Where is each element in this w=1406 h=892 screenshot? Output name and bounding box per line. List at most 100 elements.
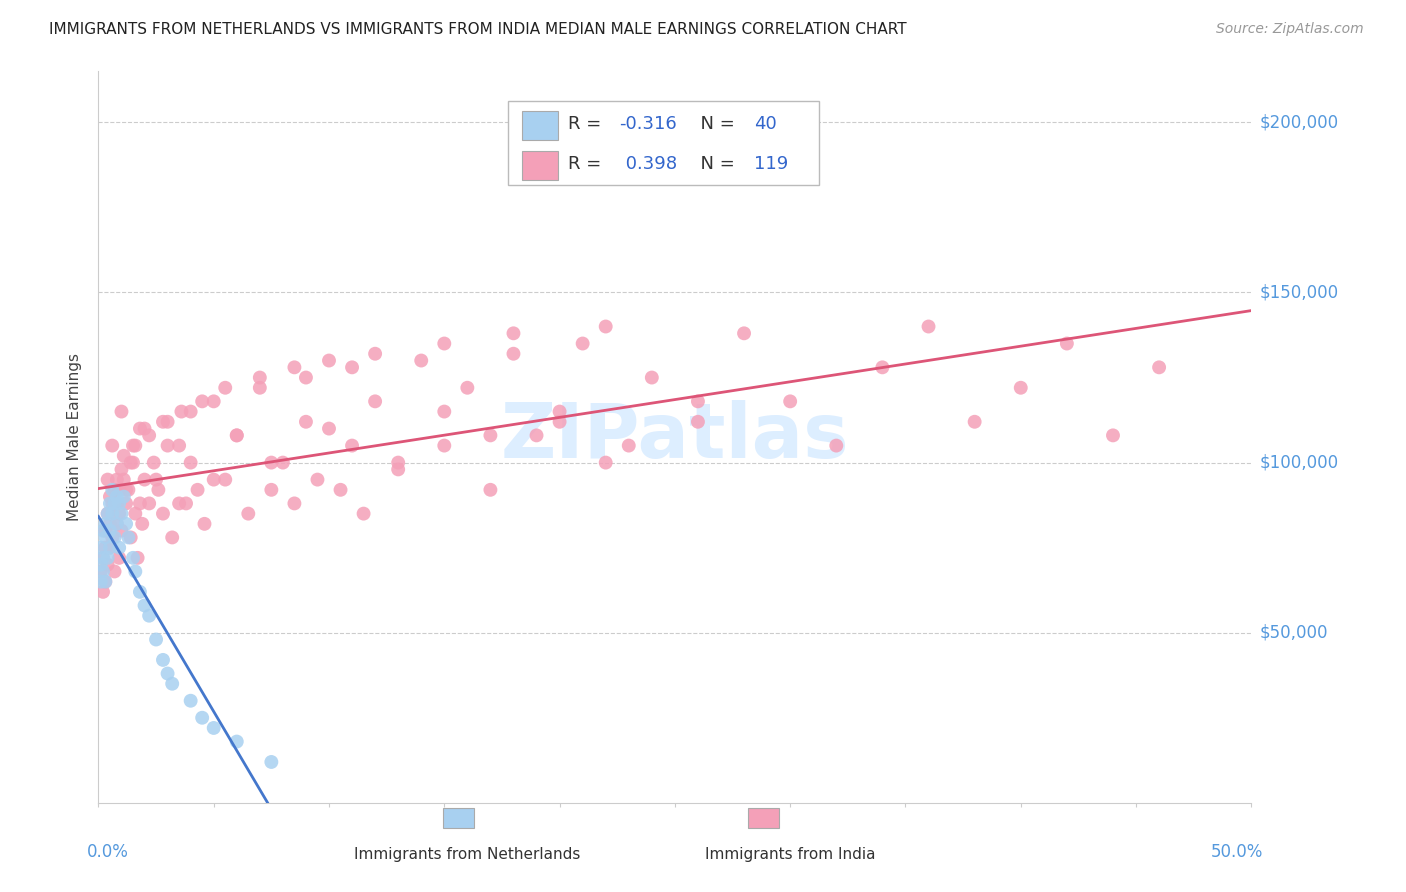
Point xyxy=(120,456,142,470)
Point xyxy=(191,394,214,409)
Point xyxy=(152,415,174,429)
Point xyxy=(152,507,174,521)
Point xyxy=(617,439,640,453)
Point xyxy=(134,421,156,435)
Point xyxy=(318,353,340,368)
Point xyxy=(91,550,114,565)
Point xyxy=(1056,336,1078,351)
Point xyxy=(571,336,593,351)
Point xyxy=(101,531,124,545)
Text: $200,000: $200,000 xyxy=(1260,113,1339,131)
Point xyxy=(120,531,142,545)
Point xyxy=(779,394,801,409)
Point xyxy=(105,516,128,531)
Point xyxy=(112,449,135,463)
Point xyxy=(98,516,121,531)
Point xyxy=(329,483,352,497)
Point xyxy=(156,439,179,453)
Point xyxy=(101,496,124,510)
Point xyxy=(122,550,145,565)
Point xyxy=(90,541,112,555)
Point xyxy=(148,483,170,497)
Point xyxy=(340,360,363,375)
Point xyxy=(225,428,247,442)
Point xyxy=(202,394,225,409)
Text: -0.316: -0.316 xyxy=(620,115,678,133)
Point xyxy=(142,456,165,470)
Point xyxy=(127,550,149,565)
Text: 40: 40 xyxy=(755,115,778,133)
Point xyxy=(160,677,183,691)
Point xyxy=(225,734,247,748)
Point xyxy=(122,439,145,453)
Point xyxy=(110,507,132,521)
Point xyxy=(249,370,271,384)
Point xyxy=(193,516,215,531)
Point xyxy=(433,336,456,351)
Point xyxy=(110,524,132,538)
Point xyxy=(124,565,146,579)
Text: $150,000: $150,000 xyxy=(1260,284,1339,301)
Point xyxy=(97,473,120,487)
Point xyxy=(103,531,125,545)
Point xyxy=(686,394,709,409)
Point xyxy=(103,496,125,510)
Point xyxy=(97,550,120,565)
Point xyxy=(115,516,138,531)
Text: IMMIGRANTS FROM NETHERLANDS VS IMMIGRANTS FROM INDIA MEDIAN MALE EARNINGS CORREL: IMMIGRANTS FROM NETHERLANDS VS IMMIGRANT… xyxy=(49,22,907,37)
Point xyxy=(101,439,124,453)
Point xyxy=(963,415,986,429)
Point xyxy=(340,439,363,453)
Point xyxy=(138,428,160,442)
Point xyxy=(145,632,167,647)
Text: 0.0%: 0.0% xyxy=(87,843,129,861)
Text: Immigrants from India: Immigrants from India xyxy=(704,847,876,862)
Point xyxy=(91,585,114,599)
Point xyxy=(129,421,152,435)
Point xyxy=(103,483,125,497)
Point xyxy=(112,473,135,487)
Point xyxy=(1010,381,1032,395)
Point xyxy=(283,360,305,375)
Point xyxy=(103,565,125,579)
Point xyxy=(295,370,318,384)
Point xyxy=(145,473,167,487)
Point xyxy=(98,524,121,538)
Point xyxy=(260,456,283,470)
Point xyxy=(101,507,124,521)
Y-axis label: Median Male Earnings: Median Male Earnings xyxy=(67,353,83,521)
Point xyxy=(180,694,202,708)
Text: R =: R = xyxy=(568,154,606,173)
Point xyxy=(98,541,121,555)
Point xyxy=(387,456,409,470)
Point xyxy=(387,462,409,476)
Text: 119: 119 xyxy=(755,154,789,173)
Point xyxy=(90,574,112,589)
Point xyxy=(641,370,664,384)
Point xyxy=(156,415,179,429)
Point xyxy=(117,483,139,497)
Point xyxy=(502,347,524,361)
Point xyxy=(156,666,179,681)
Point xyxy=(225,428,247,442)
Point xyxy=(174,496,197,510)
Point xyxy=(180,456,202,470)
Point xyxy=(103,496,125,510)
Point xyxy=(138,496,160,510)
Point xyxy=(110,404,132,418)
FancyBboxPatch shape xyxy=(508,101,820,185)
Point xyxy=(131,516,153,531)
Point xyxy=(1147,360,1170,375)
Point xyxy=(97,507,120,521)
Point xyxy=(502,326,524,341)
Point xyxy=(94,516,117,531)
Point xyxy=(456,381,478,395)
Point xyxy=(98,541,121,555)
Point xyxy=(548,415,571,429)
Point xyxy=(283,496,305,510)
Point xyxy=(295,415,318,429)
Point xyxy=(105,516,128,531)
Point xyxy=(167,496,190,510)
Point xyxy=(98,496,121,510)
Text: 0.398: 0.398 xyxy=(620,154,676,173)
